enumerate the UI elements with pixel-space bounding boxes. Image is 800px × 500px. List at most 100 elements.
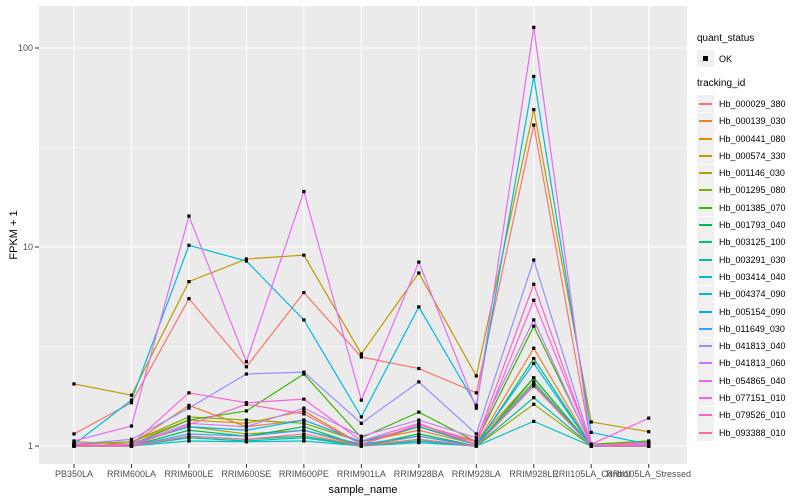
y-tick-label: 1 xyxy=(28,441,33,451)
y-tick-label: 10 xyxy=(23,242,33,252)
data-point xyxy=(129,393,134,397)
data-point xyxy=(359,442,363,446)
data-point xyxy=(187,214,191,218)
data-point xyxy=(244,437,249,441)
data-point xyxy=(532,74,536,78)
legend-item-label: Hb_004374_090 xyxy=(719,289,786,300)
data-point xyxy=(187,428,191,432)
legend-item-label: Hb_003291_030 xyxy=(719,254,786,265)
data-point xyxy=(474,444,478,448)
legend-item-label: Hb_000139_030 xyxy=(719,116,786,127)
data-point xyxy=(647,442,651,446)
legend-item-label: Hb_077151_010 xyxy=(719,392,786,403)
data-point xyxy=(359,439,363,443)
data-point xyxy=(474,436,478,440)
legend-item-label: Hb_041813_060 xyxy=(719,358,786,369)
legend-item-label: Hb_000574_330 xyxy=(719,150,786,161)
legend-item-Hb_005154_090: Hb_005154_090 xyxy=(697,303,786,320)
line-swatch-icon xyxy=(699,362,712,365)
line-swatch-icon xyxy=(699,241,712,244)
data-point xyxy=(417,437,421,441)
legend: quant_status OK tracking_id Hb_000029_38… xyxy=(697,33,786,442)
line-swatch-icon xyxy=(699,275,712,278)
data-point xyxy=(187,423,191,427)
x-tick-label: RRIM600SE xyxy=(221,469,271,479)
data-point xyxy=(72,444,76,448)
data-point xyxy=(244,428,249,432)
y-tick-label: 100 xyxy=(18,43,33,53)
data-point xyxy=(474,391,478,395)
legend-item-label: Hb_000441_080 xyxy=(719,133,786,144)
legend-item-label: Hb_003414_040 xyxy=(719,271,786,282)
data-point xyxy=(129,401,134,405)
legend-item-Hb_003291_030: Hb_003291_030 xyxy=(697,251,786,269)
line-swatch-icon xyxy=(699,258,712,261)
data-point xyxy=(532,123,536,127)
x-tick-label: RRIM928LE xyxy=(509,469,558,479)
data-point xyxy=(302,432,306,436)
line-swatch-icon xyxy=(699,154,712,157)
data-point xyxy=(129,444,134,448)
legend-key xyxy=(697,233,714,251)
data-point xyxy=(417,441,421,445)
data-point xyxy=(302,409,306,413)
data-point xyxy=(244,434,249,438)
data-point xyxy=(302,189,306,194)
data-point xyxy=(302,372,306,376)
data-point xyxy=(417,366,421,371)
data-point xyxy=(302,436,306,440)
y-axis-title: FPKM + 1 xyxy=(8,210,20,260)
legend-item-Hb_003125_100: Hb_003125_100 xyxy=(697,233,786,251)
x-tick-label: RRIM600PE xyxy=(279,469,329,479)
legend-item-Hb_001793_040: Hb_001793_040 xyxy=(697,216,786,234)
legend-item-label: Hb_005154_090 xyxy=(719,306,786,317)
line-swatch-icon xyxy=(699,206,712,209)
data-point xyxy=(359,398,363,402)
data-point xyxy=(647,439,651,443)
data-point xyxy=(474,374,478,378)
legend-key xyxy=(697,424,714,442)
data-point xyxy=(187,418,191,422)
data-point xyxy=(129,437,134,441)
data-point xyxy=(244,425,249,429)
legend-item-Hb_003414_040: Hb_003414_040 xyxy=(697,268,786,286)
data-point xyxy=(474,442,478,446)
data-point xyxy=(589,420,593,424)
line-swatch-icon xyxy=(699,414,712,417)
data-point xyxy=(244,418,249,422)
data-point xyxy=(532,384,536,388)
data-point xyxy=(187,415,191,419)
data-point xyxy=(532,108,536,112)
legend-item-label: Hb_001385_070 xyxy=(719,202,786,213)
data-point xyxy=(359,352,363,356)
data-point xyxy=(474,403,478,407)
data-point xyxy=(417,260,421,264)
legend-key xyxy=(697,337,714,355)
data-point xyxy=(417,305,421,309)
legend-key xyxy=(697,147,714,165)
data-point xyxy=(72,382,76,386)
data-point xyxy=(302,425,306,429)
data-point xyxy=(647,441,651,445)
data-point xyxy=(532,258,536,262)
legend-key xyxy=(697,389,714,407)
data-point xyxy=(244,432,249,436)
data-point xyxy=(244,440,249,444)
legend-key xyxy=(697,406,714,424)
data-point xyxy=(532,282,536,286)
data-point xyxy=(647,416,651,420)
line-swatch-icon xyxy=(699,431,712,434)
legend-item-label: Hb_011649_030 xyxy=(719,323,785,334)
legend-item-Hb_000029_380: Hb_000029_380 xyxy=(697,95,786,113)
x-tick-label: RRIM928BA xyxy=(394,469,444,479)
legend-item-ok: OK xyxy=(697,50,786,68)
data-point xyxy=(474,432,478,436)
line-swatch-icon xyxy=(699,102,712,105)
data-point xyxy=(532,419,536,423)
data-point xyxy=(187,406,191,410)
line-swatch-icon xyxy=(699,189,712,192)
data-point xyxy=(187,297,191,301)
line-swatch-icon xyxy=(699,345,712,348)
legend-key xyxy=(697,354,714,372)
